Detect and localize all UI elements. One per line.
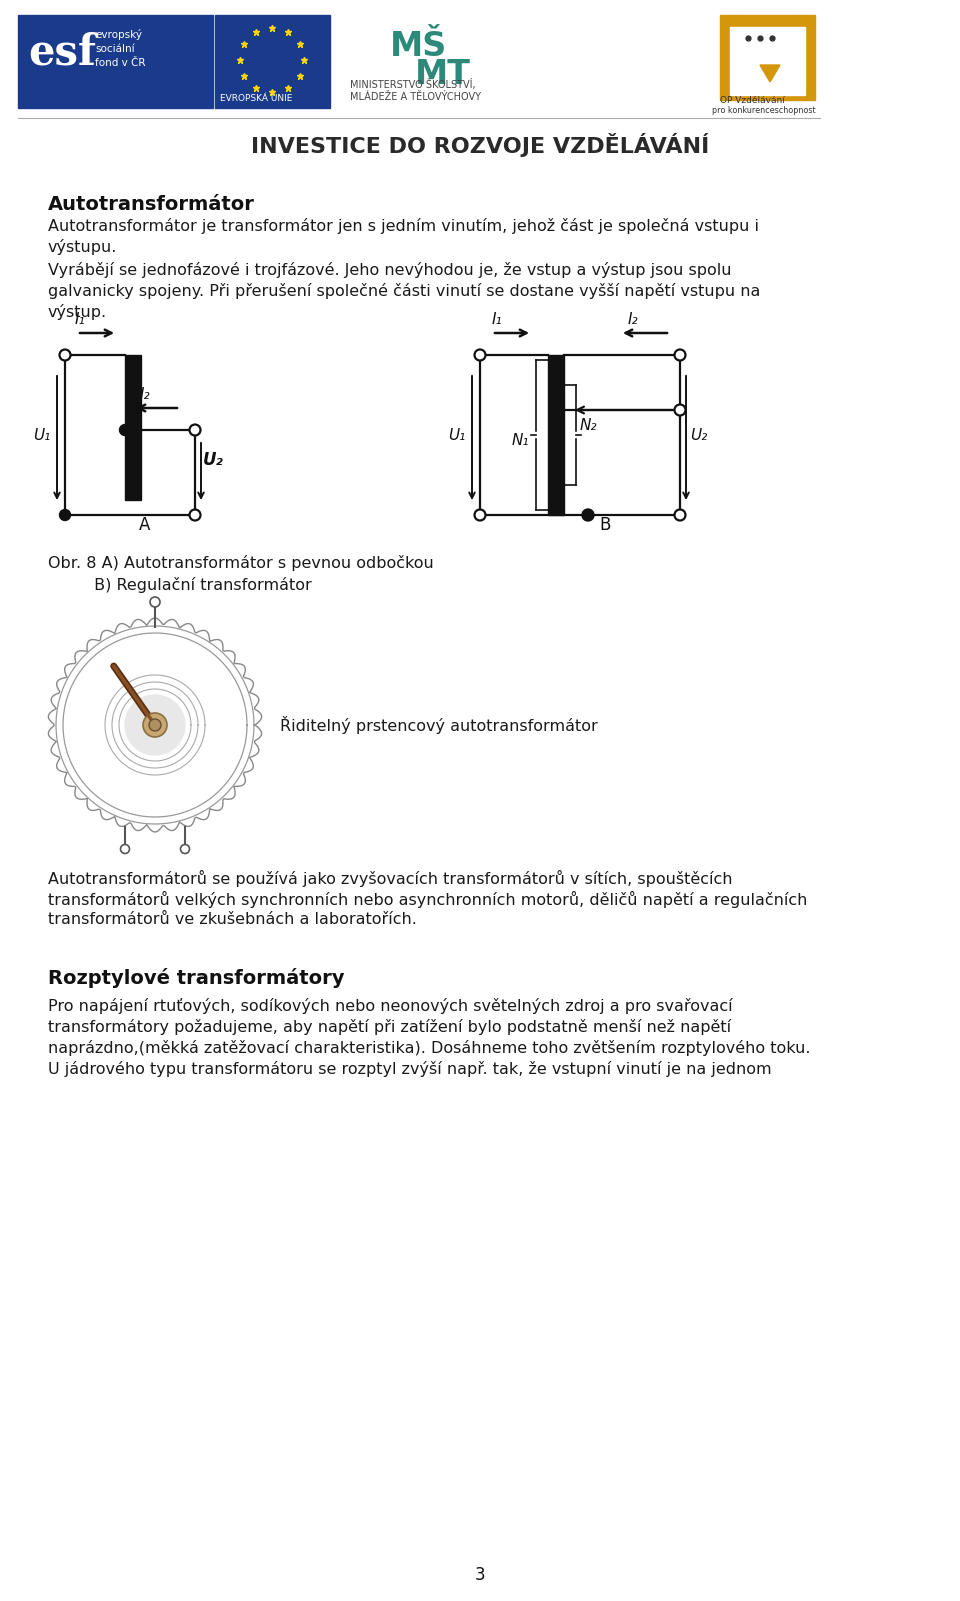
Text: transformátorů ve zkušebnách a laboratořích.: transformátorů ve zkušebnách a laboratoř…: [48, 913, 417, 927]
Circle shape: [180, 844, 189, 853]
Circle shape: [474, 509, 486, 520]
Bar: [18, 14, 213, 107]
Text: MŠ: MŠ: [390, 30, 447, 62]
Text: pro konkurenceschopnost: pro konkurenceschopnost: [712, 106, 816, 115]
Text: evropský: evropský: [95, 29, 142, 40]
Text: MINISTERSTVO ŠKOLSTVÍ,: MINISTERSTVO ŠKOLSTVÍ,: [350, 78, 475, 90]
Text: Vyrábějí se jednofázové i trojfázové. Jeho nevýhodou je, že vstup a výstup jsou : Vyrábějí se jednofázové i trojfázové. Je…: [48, 263, 732, 279]
Text: MT: MT: [415, 58, 470, 91]
Circle shape: [474, 349, 486, 360]
Text: B: B: [599, 516, 611, 535]
Bar: [215, 14, 330, 107]
Circle shape: [125, 695, 185, 756]
Circle shape: [675, 509, 685, 520]
Text: B) Regulační transformátor: B) Regulační transformátor: [48, 576, 312, 592]
Text: I₁: I₁: [75, 312, 85, 327]
Text: N₂: N₂: [580, 418, 597, 432]
Bar: [125, 355, 141, 500]
Text: Autotransformátorů se používá jako zvyšovacích transformátorů v sítích, spouštěc: Autotransformátorů se používá jako zvyšo…: [48, 869, 732, 887]
Text: sociální: sociální: [95, 43, 134, 54]
Text: I₁: I₁: [492, 312, 503, 327]
Text: OP Vzdělávání: OP Vzdělávání: [720, 96, 785, 106]
Text: galvanicky spojeny. Při přerušení společné části vinutí se dostane vyšší napětí : galvanicky spojeny. Při přerušení společ…: [48, 283, 760, 299]
Text: N₁: N₁: [512, 432, 530, 448]
Text: transformátory požadujeme, aby napětí při zatížení bylo podstatně menší než napě: transformátory požadujeme, aby napětí př…: [48, 1018, 732, 1034]
Text: U₁: U₁: [448, 427, 466, 442]
Circle shape: [150, 597, 160, 607]
Bar: [720, 14, 815, 99]
Circle shape: [582, 509, 594, 520]
Bar: [730, 27, 805, 94]
Text: A: A: [139, 516, 151, 535]
Text: U jádrového typu transformátoru se rozptyl zvýší např. tak, že vstupní vinutí je: U jádrového typu transformátoru se rozpt…: [48, 1061, 772, 1077]
Bar: [548, 355, 564, 516]
Text: U₂: U₂: [203, 451, 224, 469]
Text: U₂: U₂: [690, 427, 708, 442]
Text: transformátorů velkých synchronních nebo asynchronních motorů, děličů napětí a r: transformátorů velkých synchronních nebo…: [48, 892, 807, 908]
Text: I₂: I₂: [140, 387, 151, 402]
Circle shape: [189, 424, 201, 435]
Text: Autotransformátor: Autotransformátor: [48, 195, 254, 215]
Text: výstup.: výstup.: [48, 304, 108, 320]
Polygon shape: [760, 66, 780, 82]
Text: výstupu.: výstupu.: [48, 239, 117, 255]
Circle shape: [675, 405, 685, 416]
Text: Pro napájení rtuťových, sodíkových nebo neonových světelných zdroj a pro svařova: Pro napájení rtuťových, sodíkových nebo …: [48, 997, 732, 1013]
Text: Obr. 8 A) Autotransformátor s pevnou odbočkou: Obr. 8 A) Autotransformátor s pevnou odb…: [48, 556, 434, 572]
Circle shape: [121, 844, 130, 853]
Text: EVROPSKÁ UNIE: EVROPSKÁ UNIE: [220, 94, 293, 102]
Text: I₂: I₂: [628, 312, 638, 327]
Text: esf: esf: [28, 30, 96, 74]
Text: Řiditelný prstencový autotransformátor: Řiditelný prstencový autotransformátor: [280, 716, 598, 733]
Text: fond v ČR: fond v ČR: [95, 58, 146, 67]
Circle shape: [143, 712, 167, 736]
Circle shape: [119, 424, 131, 435]
Circle shape: [675, 349, 685, 360]
Text: U₁: U₁: [33, 427, 50, 442]
Circle shape: [189, 509, 201, 520]
Text: 3: 3: [474, 1566, 486, 1583]
Text: Autotransformátor je transformátor jen s jedním vinutím, jehož část je společná : Autotransformátor je transformátor jen s…: [48, 218, 759, 234]
Circle shape: [60, 349, 70, 360]
Circle shape: [60, 509, 70, 520]
Text: naprázdno,(měkká zatěžovací charakteristika). Dosáhneme toho zvětšením rozptylov: naprázdno,(měkká zatěžovací charakterist…: [48, 1041, 810, 1057]
Circle shape: [149, 719, 161, 732]
Text: MLÁDEŽE A TĚLOVÝCHOVY: MLÁDEŽE A TĚLOVÝCHOVY: [350, 91, 481, 102]
Text: INVESTICE DO ROZVOJE VZDĚLÁVÁNÍ: INVESTICE DO ROZVOJE VZDĚLÁVÁNÍ: [251, 133, 709, 157]
Text: Rozptylové transformátory: Rozptylové transformátory: [48, 969, 345, 988]
